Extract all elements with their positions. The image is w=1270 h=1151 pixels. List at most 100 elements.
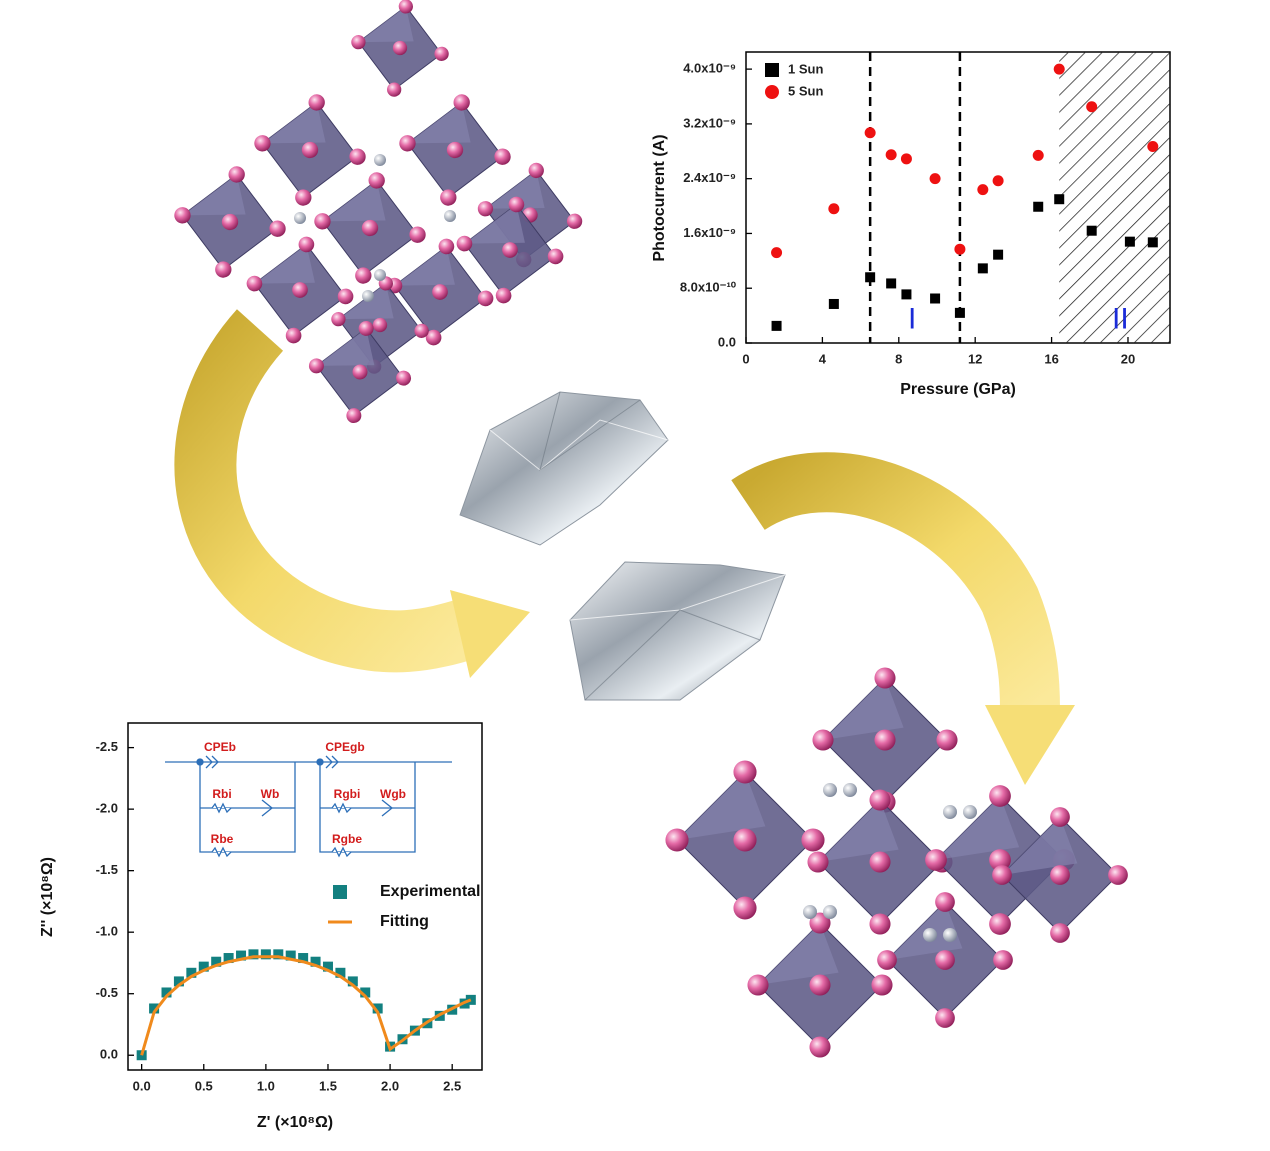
crystal-structures (174, 0, 1128, 1058)
point (186, 967, 197, 978)
atom (989, 785, 1011, 807)
atom (477, 290, 494, 307)
arrow-right (731, 452, 1075, 785)
atom (869, 913, 891, 935)
octahedron-face (182, 174, 246, 216)
point (285, 950, 296, 961)
atom (349, 148, 366, 165)
atom (665, 828, 689, 852)
octahedron (386, 238, 494, 346)
y-tick-label: 8.0x10⁻¹⁰ (680, 280, 737, 295)
atom (456, 235, 473, 252)
atom (446, 141, 464, 159)
point (1147, 140, 1159, 152)
atom (295, 189, 312, 206)
point (248, 949, 259, 960)
atom (399, 135, 416, 152)
atom (733, 896, 757, 920)
octahedron-face (358, 6, 414, 43)
legend-swatch (333, 885, 347, 899)
octahedron-face (823, 678, 904, 740)
atom (1050, 865, 1070, 885)
octahedron (331, 276, 429, 374)
x-axis-label: Z' (×10⁸Ω) (257, 1114, 333, 1131)
atom (425, 329, 442, 346)
atom (361, 219, 379, 237)
atom (387, 82, 402, 97)
point (161, 987, 172, 998)
point (1086, 101, 1098, 113)
atom (494, 148, 511, 165)
point (930, 293, 941, 304)
point (236, 950, 247, 961)
point (992, 175, 1004, 187)
y-tick-label: -1.5 (96, 862, 118, 877)
point (1053, 63, 1065, 75)
atom (733, 828, 757, 852)
point (360, 987, 371, 998)
octahedron (747, 912, 893, 1058)
atom (438, 238, 455, 255)
octahedron-face (254, 244, 315, 284)
circuit-label: Rbe (211, 832, 234, 846)
point (929, 173, 941, 185)
atom (963, 805, 977, 819)
point (298, 953, 309, 964)
octahedron (665, 760, 825, 920)
atom (372, 317, 388, 333)
octahedron-face (936, 796, 1020, 860)
point (310, 956, 321, 967)
atom (925, 849, 947, 871)
atom (874, 667, 896, 689)
atom (943, 928, 957, 942)
atom (812, 729, 834, 751)
atom (733, 760, 757, 784)
octahedron-face (758, 923, 839, 985)
point (771, 320, 782, 331)
y-tick-label: -1.0 (96, 924, 118, 939)
atom (358, 320, 374, 336)
x-tick-label: 2.5 (443, 1078, 461, 1093)
octahedron-face (316, 328, 375, 366)
circuit-label: Rbi (212, 787, 231, 801)
atom (869, 851, 891, 873)
octahedron (254, 94, 366, 206)
atom (495, 287, 512, 304)
atom (935, 892, 955, 912)
point (865, 272, 876, 283)
legend-swatch (765, 85, 779, 99)
atom (935, 950, 955, 970)
point (1147, 237, 1158, 248)
point (198, 961, 209, 972)
atom (1108, 865, 1128, 885)
y-tick-label: 2.4x10⁻⁹ (683, 170, 736, 185)
atom (989, 849, 1011, 871)
point (260, 949, 271, 960)
atom (440, 189, 457, 206)
hatched-region (1059, 52, 1170, 343)
octahedron (351, 0, 449, 97)
octahedron-face (394, 246, 455, 286)
atom (874, 729, 896, 751)
x-tick-label: 8 (895, 351, 902, 366)
plot-frame (127, 722, 483, 1071)
atom (409, 226, 426, 243)
atom (228, 166, 245, 183)
atom (936, 729, 958, 751)
point (1054, 194, 1065, 205)
circuit-diagram (165, 755, 452, 858)
y-tick-label: -2.0 (96, 801, 118, 816)
atom (843, 783, 857, 797)
y-tick-label: -2.5 (96, 739, 118, 754)
x-tick-label: 12 (968, 351, 982, 366)
point (901, 289, 912, 300)
point (372, 1003, 383, 1014)
legend-label: 1 Sun (788, 61, 823, 76)
atom (989, 913, 1011, 935)
atom (331, 312, 346, 327)
fit-line (140, 955, 472, 1056)
atom (221, 213, 239, 231)
octahedron-face (1002, 817, 1078, 875)
